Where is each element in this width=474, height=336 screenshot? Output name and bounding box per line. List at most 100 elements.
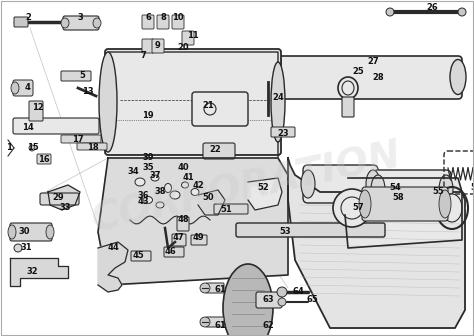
Text: 23: 23 <box>277 129 289 138</box>
Text: 59: 59 <box>470 183 474 193</box>
FancyBboxPatch shape <box>274 56 462 99</box>
Text: 65: 65 <box>306 295 318 304</box>
Ellipse shape <box>99 52 117 152</box>
Text: 12: 12 <box>32 103 44 113</box>
Text: 34: 34 <box>127 168 139 176</box>
Text: 52: 52 <box>257 183 269 193</box>
Text: 41: 41 <box>182 173 194 182</box>
FancyBboxPatch shape <box>177 217 189 231</box>
Ellipse shape <box>61 18 69 28</box>
Text: 2: 2 <box>25 13 31 23</box>
FancyBboxPatch shape <box>182 31 194 45</box>
Ellipse shape <box>333 189 371 227</box>
Polygon shape <box>248 178 282 210</box>
Text: 48: 48 <box>177 215 189 224</box>
Ellipse shape <box>46 225 54 239</box>
Text: 6: 6 <box>145 13 151 23</box>
Text: 1: 1 <box>6 143 12 153</box>
FancyBboxPatch shape <box>40 193 79 205</box>
FancyBboxPatch shape <box>192 92 248 126</box>
Text: 15: 15 <box>27 143 39 153</box>
Ellipse shape <box>439 175 453 203</box>
Circle shape <box>200 283 210 293</box>
FancyBboxPatch shape <box>172 15 184 29</box>
Text: 37: 37 <box>149 170 161 179</box>
Ellipse shape <box>271 62 285 142</box>
FancyBboxPatch shape <box>172 234 186 246</box>
Text: 50: 50 <box>202 194 214 203</box>
Text: 42: 42 <box>192 180 204 190</box>
FancyBboxPatch shape <box>13 80 33 96</box>
Text: 22: 22 <box>209 145 221 155</box>
Text: 4: 4 <box>25 84 31 92</box>
Polygon shape <box>108 52 278 162</box>
Text: 10: 10 <box>172 13 184 23</box>
Text: 51: 51 <box>220 206 232 214</box>
Ellipse shape <box>442 194 462 222</box>
Text: 61: 61 <box>214 322 226 331</box>
Text: 63: 63 <box>262 295 274 304</box>
Text: 26: 26 <box>426 3 438 12</box>
Text: 32: 32 <box>26 267 38 277</box>
Circle shape <box>278 298 286 306</box>
Text: 8: 8 <box>160 13 166 23</box>
Text: 38: 38 <box>154 187 166 197</box>
Circle shape <box>277 287 287 297</box>
Ellipse shape <box>450 59 466 94</box>
Text: 27: 27 <box>367 57 379 67</box>
Text: 20: 20 <box>177 43 189 52</box>
Text: 14: 14 <box>22 124 34 132</box>
Polygon shape <box>10 258 68 286</box>
Text: 45: 45 <box>132 251 144 259</box>
Text: 53: 53 <box>279 227 291 237</box>
Text: 19: 19 <box>142 111 154 120</box>
Text: 16: 16 <box>38 156 50 165</box>
Ellipse shape <box>156 202 164 208</box>
Text: 39: 39 <box>142 154 154 163</box>
FancyBboxPatch shape <box>206 283 224 293</box>
Ellipse shape <box>191 188 199 196</box>
FancyBboxPatch shape <box>29 101 43 121</box>
FancyBboxPatch shape <box>152 39 164 53</box>
Text: 29: 29 <box>52 194 64 203</box>
Text: 28: 28 <box>372 74 384 83</box>
FancyBboxPatch shape <box>61 135 101 143</box>
FancyBboxPatch shape <box>362 187 448 221</box>
Text: 47: 47 <box>172 234 184 243</box>
Text: 24: 24 <box>272 93 284 102</box>
FancyBboxPatch shape <box>303 165 378 203</box>
FancyBboxPatch shape <box>14 17 28 27</box>
FancyBboxPatch shape <box>271 127 295 137</box>
FancyBboxPatch shape <box>77 143 107 150</box>
Ellipse shape <box>371 175 385 203</box>
Circle shape <box>386 8 394 16</box>
Text: 55: 55 <box>432 187 444 197</box>
FancyBboxPatch shape <box>13 118 99 134</box>
FancyBboxPatch shape <box>63 16 99 30</box>
Ellipse shape <box>8 225 16 239</box>
Text: 36: 36 <box>137 191 149 200</box>
Text: 17: 17 <box>72 135 84 144</box>
Ellipse shape <box>151 175 159 181</box>
Circle shape <box>200 317 210 327</box>
Text: 49: 49 <box>192 234 204 243</box>
FancyBboxPatch shape <box>157 15 169 29</box>
Text: 40: 40 <box>177 164 189 172</box>
Text: 57: 57 <box>352 204 364 212</box>
Text: 25: 25 <box>352 68 364 77</box>
FancyBboxPatch shape <box>373 170 451 208</box>
Text: 33: 33 <box>59 203 71 211</box>
FancyBboxPatch shape <box>105 49 281 155</box>
Ellipse shape <box>144 197 153 204</box>
FancyBboxPatch shape <box>142 39 154 53</box>
Ellipse shape <box>223 264 273 336</box>
Text: CORPORATION: CORPORATION <box>88 137 405 240</box>
FancyBboxPatch shape <box>61 71 91 81</box>
Polygon shape <box>98 242 128 292</box>
FancyBboxPatch shape <box>236 223 385 237</box>
Polygon shape <box>48 185 80 210</box>
FancyBboxPatch shape <box>256 292 282 308</box>
Text: 3: 3 <box>77 13 83 23</box>
FancyBboxPatch shape <box>206 317 224 327</box>
FancyBboxPatch shape <box>105 57 281 93</box>
